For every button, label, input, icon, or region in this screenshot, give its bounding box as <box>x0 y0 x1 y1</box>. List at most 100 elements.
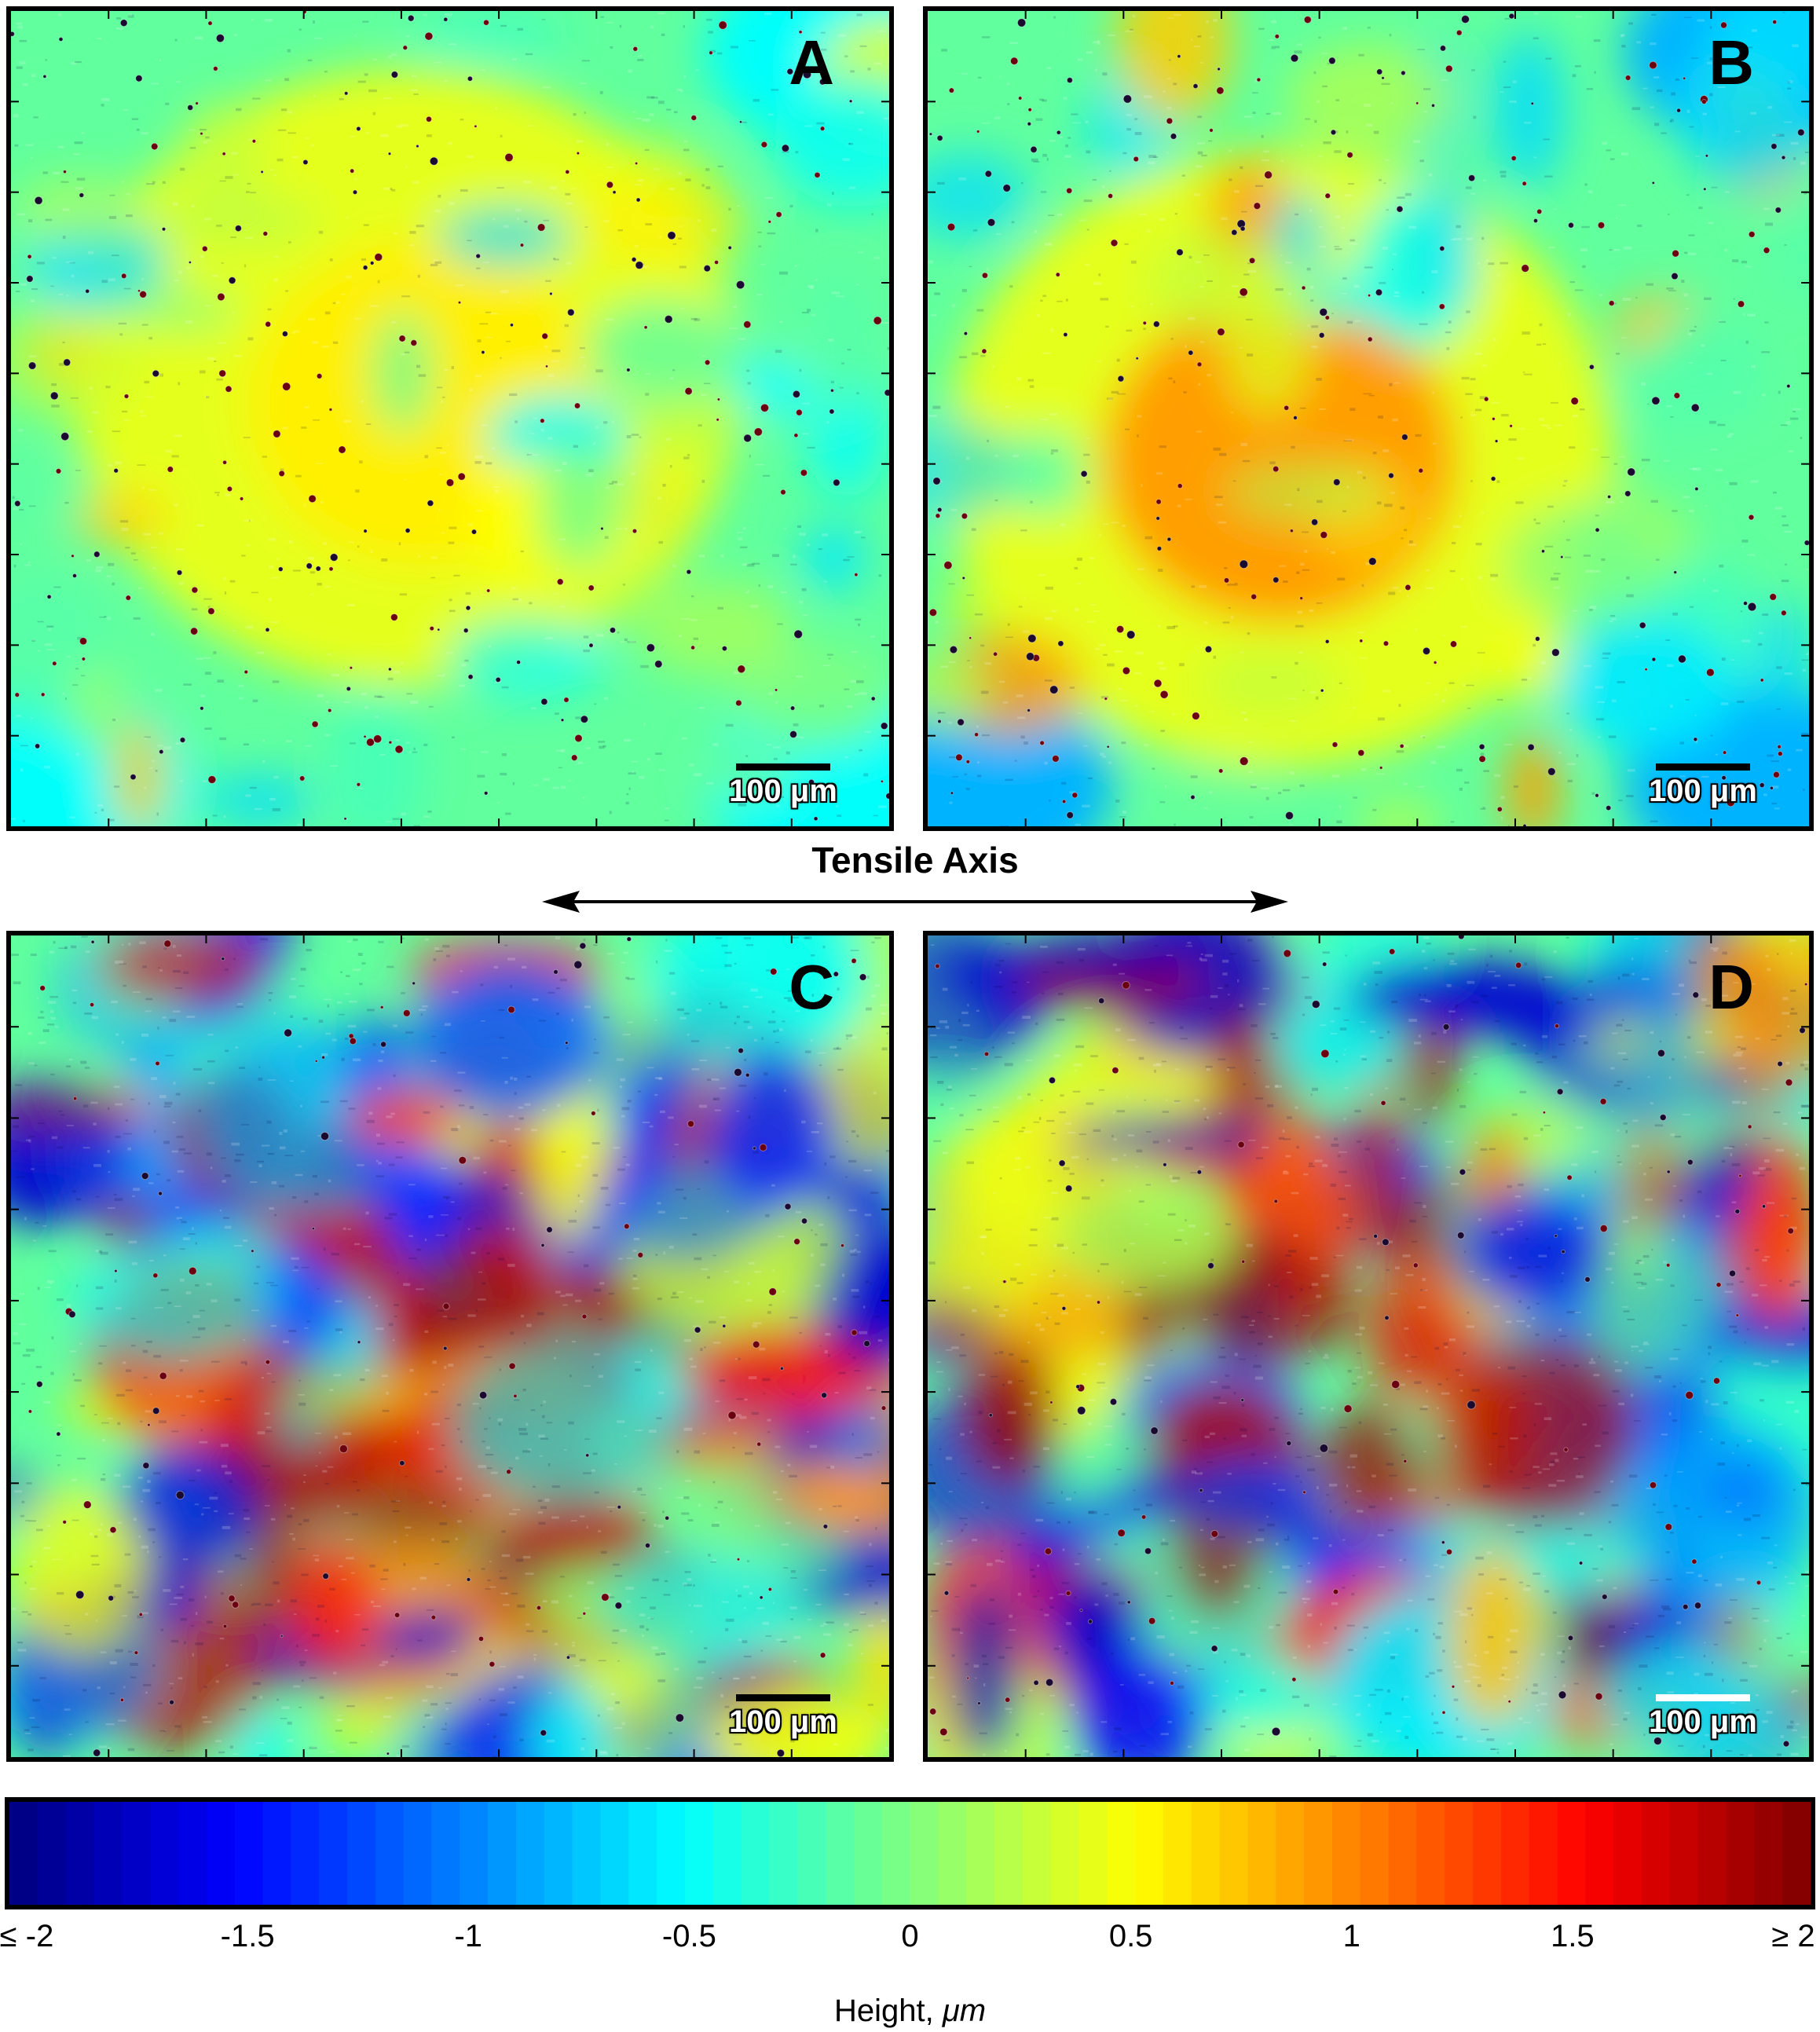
texture-speck <box>1294 50 1302 54</box>
texture-speck <box>1071 113 1078 115</box>
texture-speck <box>178 382 181 386</box>
surface-pit <box>1769 785 1774 790</box>
texture-speck <box>937 1081 944 1084</box>
texture-speck <box>666 108 672 111</box>
texture-speck <box>1747 1328 1749 1331</box>
texture-speck <box>167 1179 171 1182</box>
texture-speck <box>75 668 79 670</box>
texture-speck <box>1394 1266 1401 1270</box>
texture-speck <box>93 1164 101 1167</box>
texture-speck <box>1471 411 1474 413</box>
panel-label-a: A <box>789 27 834 97</box>
texture-speck <box>1282 1129 1285 1133</box>
texture-speck <box>1759 632 1763 635</box>
texture-speck <box>1007 1031 1015 1034</box>
surface-pit <box>984 170 993 178</box>
texture-speck <box>554 469 562 472</box>
height-blotch <box>349 1090 463 1147</box>
texture-speck <box>353 938 358 942</box>
surface-pit <box>244 669 249 675</box>
texture-speck <box>347 1024 357 1028</box>
texture-speck <box>1244 115 1253 118</box>
texture-speck <box>642 1519 646 1521</box>
texture-speck <box>1481 1728 1489 1730</box>
texture-speck <box>1686 194 1690 196</box>
surface-pit <box>222 1624 228 1629</box>
texture-speck <box>417 274 421 278</box>
surface-pit <box>1722 750 1727 755</box>
texture-speck <box>1162 1111 1170 1113</box>
texture-speck <box>22 83 28 86</box>
texture-speck <box>1377 717 1385 721</box>
texture-speck <box>874 984 880 987</box>
texture-speck <box>442 1500 446 1503</box>
texture-speck <box>459 1488 462 1491</box>
texture-speck <box>1086 150 1091 154</box>
texture-speck <box>1683 496 1690 499</box>
texture-speck <box>994 1559 1003 1562</box>
texture-speck <box>1285 262 1293 264</box>
texture-speck <box>748 1115 751 1119</box>
texture-speck <box>1336 820 1342 824</box>
texture-speck <box>509 1513 517 1515</box>
texture-speck <box>599 1750 607 1753</box>
texture-speck <box>401 1745 409 1748</box>
texture-speck <box>1204 807 1207 810</box>
surface-pit <box>1357 749 1365 756</box>
texture-speck <box>1408 1019 1417 1022</box>
surface-pit <box>1039 740 1045 746</box>
double-arrow-icon <box>542 891 1288 913</box>
texture-speck <box>232 174 240 176</box>
texture-speck <box>626 1258 633 1259</box>
texture-speck <box>775 1445 781 1448</box>
texture-speck <box>85 1613 89 1616</box>
texture-speck <box>1199 341 1205 343</box>
texture-speck <box>92 411 100 414</box>
texture-speck <box>1100 696 1108 699</box>
texture-speck <box>1145 1184 1151 1186</box>
texture-speck <box>981 36 991 38</box>
texture-speck <box>440 1167 448 1170</box>
texture-speck <box>689 763 694 767</box>
surface-pit <box>93 551 101 558</box>
height-blotch <box>822 1228 889 1371</box>
texture-speck <box>551 1485 560 1488</box>
texture-speck <box>489 1417 491 1419</box>
texture-speck <box>444 368 449 372</box>
texture-speck <box>705 186 711 189</box>
texture-speck <box>605 486 610 489</box>
texture-speck <box>399 593 407 596</box>
texture-speck <box>694 1450 700 1454</box>
texture-speck <box>100 1651 107 1653</box>
texture-speck <box>1204 1118 1207 1120</box>
texture-speck <box>1155 1063 1161 1066</box>
texture-speck <box>698 1660 706 1664</box>
texture-speck <box>591 1469 595 1472</box>
texture-speck <box>1247 262 1251 265</box>
texture-speck <box>738 537 742 540</box>
texture-speck <box>86 559 91 562</box>
texture-speck <box>1291 1192 1299 1195</box>
texture-speck <box>1243 718 1248 721</box>
texture-speck <box>1491 401 1500 404</box>
texture-speck <box>959 356 968 359</box>
height-blotch <box>204 773 314 826</box>
texture-speck <box>1241 211 1247 213</box>
panel-label-c: C <box>789 952 834 1022</box>
texture-speck <box>1573 1682 1580 1685</box>
texture-speck <box>1618 456 1625 458</box>
texture-speck <box>1426 569 1430 572</box>
texture-speck <box>783 528 787 530</box>
texture-speck <box>611 1693 615 1696</box>
surface-pit <box>848 99 853 104</box>
texture-speck <box>69 262 75 264</box>
texture-speck <box>551 1516 559 1519</box>
surface-pit <box>1418 467 1424 474</box>
texture-speck <box>1578 1035 1587 1038</box>
texture-speck <box>1745 340 1749 344</box>
texture-speck <box>223 815 226 818</box>
texture-speck <box>1562 1272 1564 1274</box>
texture-speck <box>1251 1260 1255 1262</box>
texture-speck <box>441 1444 445 1447</box>
texture-speck <box>430 556 438 559</box>
